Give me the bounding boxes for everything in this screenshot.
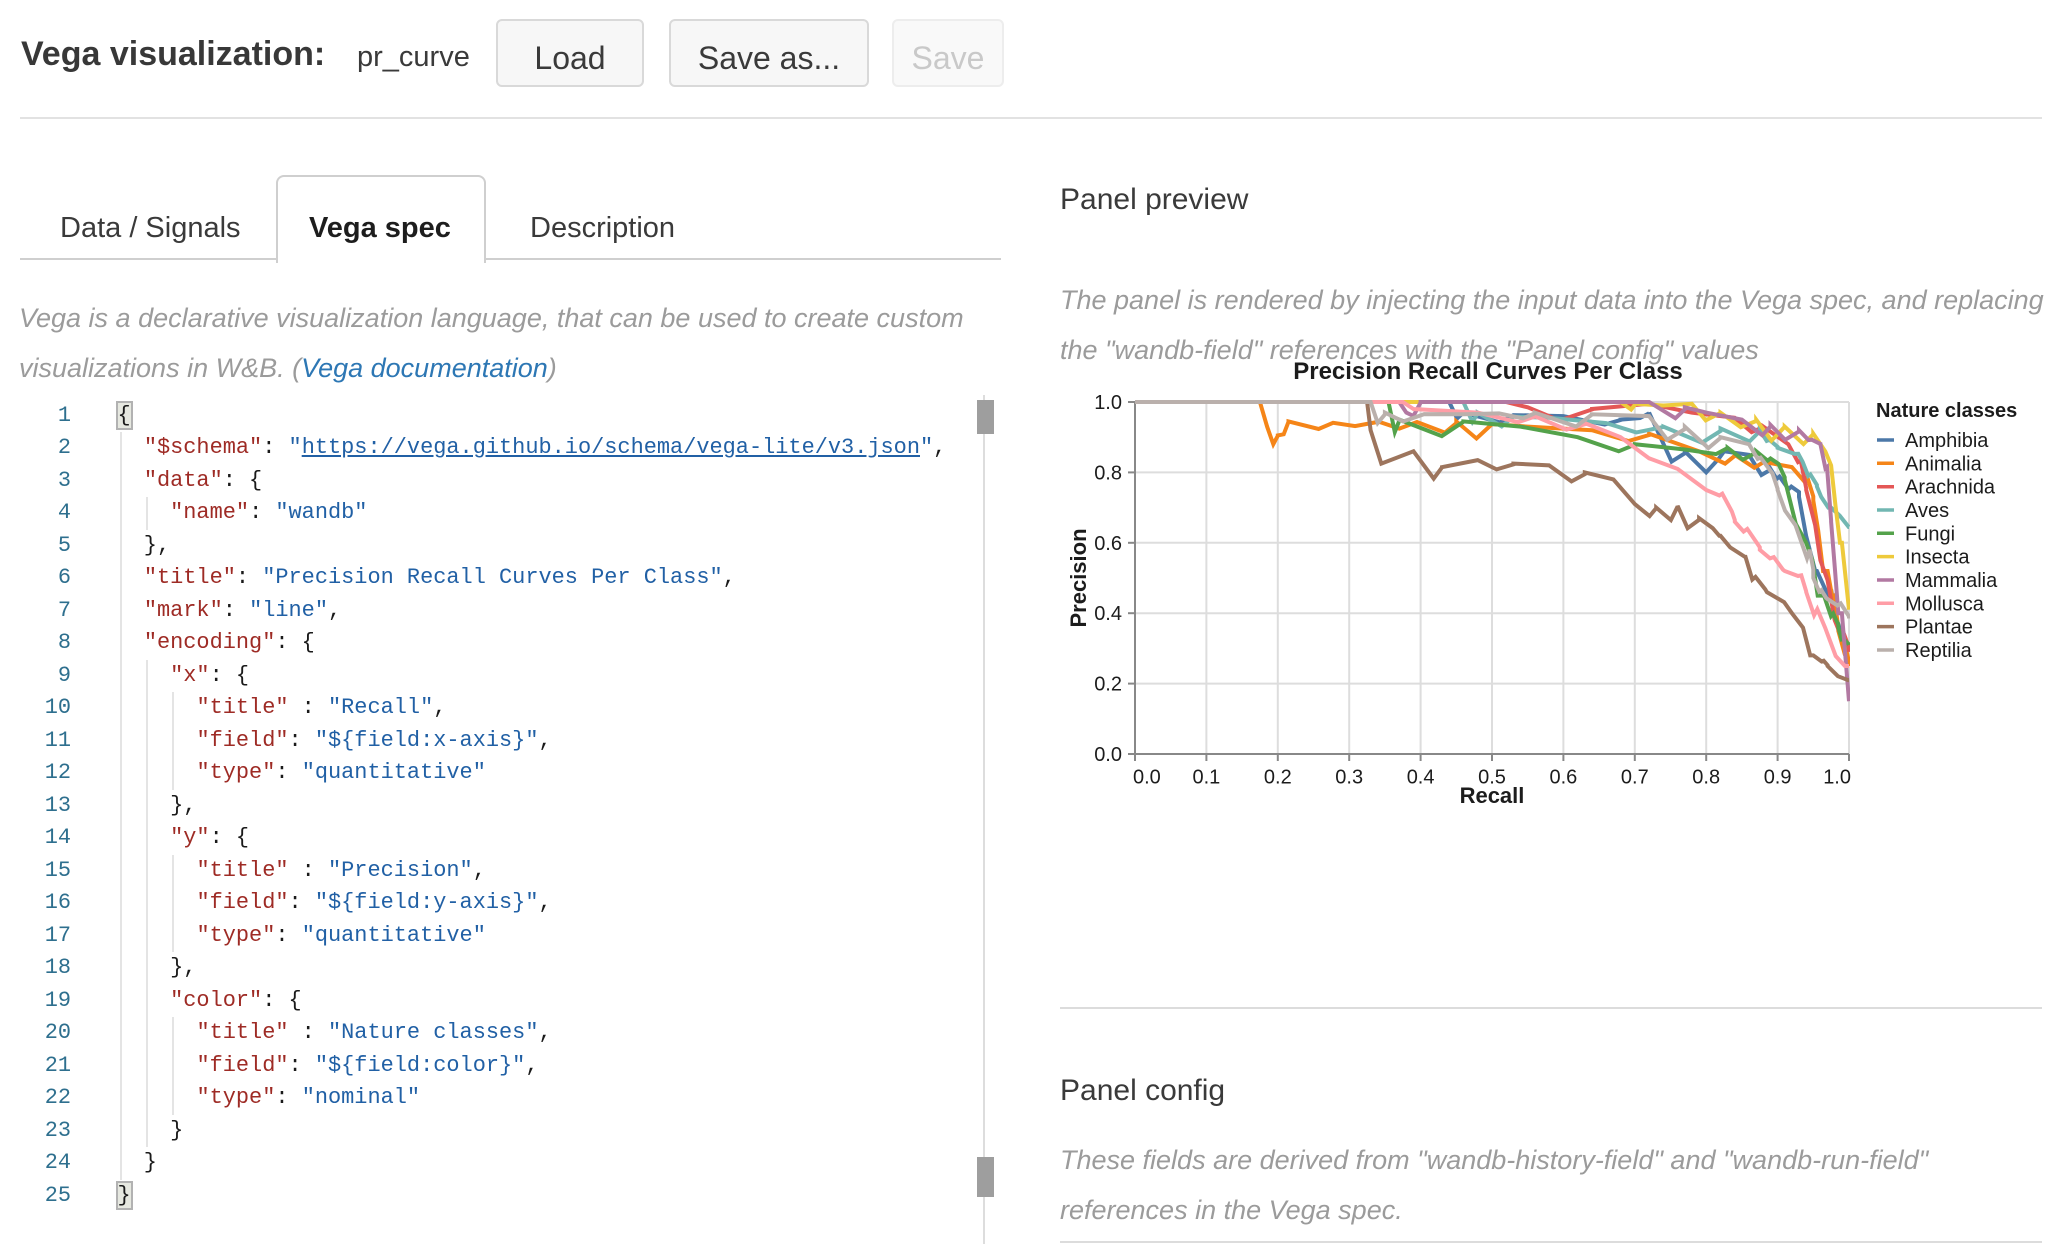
svg-text:Amphibia: Amphibia	[1905, 430, 1989, 452]
svg-text:Precision: Precision	[1066, 528, 1091, 627]
svg-text:1.0: 1.0	[1094, 392, 1122, 414]
svg-text:1.0: 1.0	[1823, 767, 1851, 789]
svg-text:0.8: 0.8	[1094, 462, 1122, 484]
svg-text:0.6: 0.6	[1094, 533, 1122, 555]
svg-text:0.2: 0.2	[1094, 674, 1122, 696]
svg-text:Arachnida: Arachnida	[1905, 477, 1996, 499]
svg-text:0.0: 0.0	[1094, 744, 1122, 766]
svg-text:Fungi: Fungi	[1905, 523, 1955, 545]
svg-text:Plantae: Plantae	[1905, 617, 1973, 639]
svg-text:Aves: Aves	[1905, 500, 1949, 522]
svg-text:0.5: 0.5	[1478, 767, 1506, 789]
svg-text:Animalia: Animalia	[1905, 453, 1983, 475]
svg-text:0.2: 0.2	[1264, 767, 1292, 789]
svg-text:Mammalia: Mammalia	[1905, 570, 1998, 592]
svg-text:0.7: 0.7	[1621, 767, 1649, 789]
svg-text:0.0: 0.0	[1133, 767, 1161, 789]
svg-text:0.1: 0.1	[1192, 767, 1220, 789]
svg-text:Insecta: Insecta	[1905, 547, 1970, 569]
svg-text:Recall: Recall	[1460, 783, 1525, 808]
svg-text:0.3: 0.3	[1335, 767, 1363, 789]
svg-text:0.6: 0.6	[1549, 767, 1577, 789]
svg-text:Nature classes: Nature classes	[1876, 400, 2017, 422]
svg-text:0.4: 0.4	[1407, 767, 1435, 789]
svg-text:Mollusca: Mollusca	[1905, 593, 1985, 615]
svg-text:0.9: 0.9	[1764, 767, 1792, 789]
svg-text:Reptilia: Reptilia	[1905, 640, 1973, 662]
svg-text:0.8: 0.8	[1692, 767, 1720, 789]
svg-text:Precision Recall Curves Per Cl: Precision Recall Curves Per Class	[1293, 358, 1683, 385]
svg-text:0.4: 0.4	[1094, 603, 1122, 625]
